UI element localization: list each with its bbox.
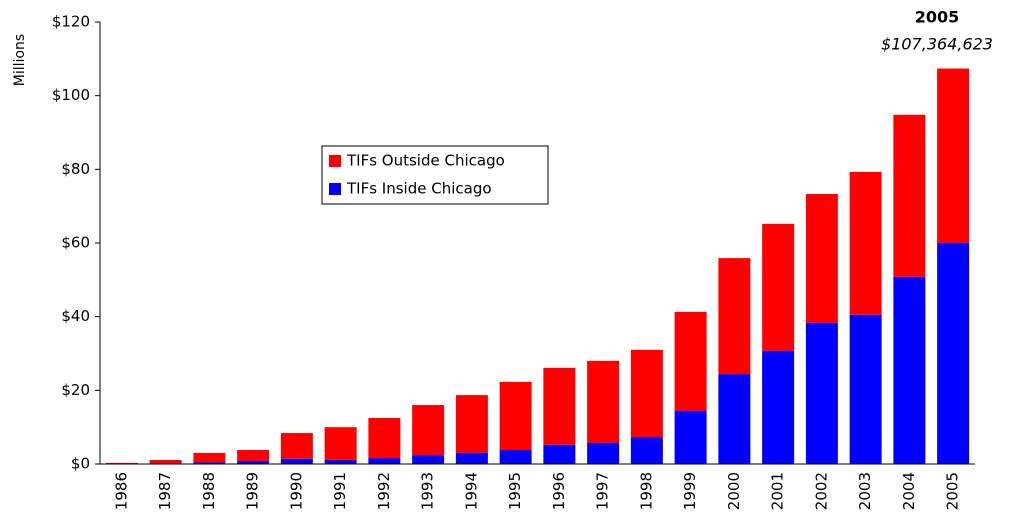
x-tick-label: 2005 — [944, 472, 962, 510]
y-tick-label: $40 — [61, 307, 90, 325]
y-tick-label: $60 — [61, 234, 90, 252]
x-tick-label: 1990 — [287, 472, 305, 510]
x-tick-label: 1991 — [331, 472, 349, 510]
x-tick-label: 1986 — [112, 472, 130, 510]
y-tick-label: $80 — [61, 160, 90, 178]
x-tick-label: 1996 — [550, 472, 568, 510]
bar-segment — [499, 381, 532, 451]
bar-segment — [280, 433, 313, 459]
legend-box — [321, 145, 549, 205]
bar-segment — [587, 360, 620, 444]
bar-segment — [412, 405, 445, 456]
bar-segment — [893, 276, 926, 464]
legend-swatch — [329, 183, 341, 195]
bar-segment — [630, 437, 663, 464]
y-tick-label: $120 — [52, 13, 90, 31]
bar-segment — [762, 350, 795, 464]
bar-segment — [674, 311, 707, 411]
legend-swatch — [329, 155, 341, 167]
x-tick-label: 2003 — [856, 472, 874, 510]
x-tick-label: 1999 — [681, 472, 699, 510]
x-tick-label: 1987 — [156, 472, 174, 510]
bar-segment — [893, 114, 926, 277]
x-tick-label: 1988 — [200, 472, 218, 510]
y-tick-label: $20 — [61, 381, 90, 399]
bar-segment — [412, 455, 445, 464]
bar-segment — [587, 443, 620, 464]
bar-segment — [324, 427, 357, 460]
legend-label: TIFs Outside Chicago — [346, 152, 505, 170]
x-tick-label: 1994 — [462, 472, 480, 510]
bar-segment — [280, 458, 313, 464]
bar-segment — [105, 462, 138, 464]
bar-segment — [149, 459, 182, 464]
bar-segment — [543, 367, 576, 445]
x-tick-label: 2001 — [769, 472, 787, 510]
bar-segment — [937, 68, 970, 243]
bar-segment — [193, 452, 226, 463]
bar-segment — [368, 458, 401, 464]
bar-segment — [718, 258, 751, 375]
bar-segment — [543, 444, 576, 464]
x-tick-label: 2004 — [900, 472, 918, 510]
bar-segment — [324, 459, 357, 464]
bar-segment — [762, 223, 795, 351]
bar-segment — [849, 171, 882, 315]
bar-segment — [455, 452, 488, 464]
y-axis-label: Millions — [12, 34, 28, 86]
legend-label: TIFs Inside Chicago — [346, 180, 492, 198]
x-tick-label: 1992 — [375, 472, 393, 510]
bar-segment — [630, 349, 663, 438]
x-tick-label: 1993 — [419, 472, 437, 510]
x-tick-label: 1989 — [244, 472, 262, 510]
y-tick-label: $100 — [52, 86, 90, 104]
bar-segment — [237, 461, 270, 464]
bar-segment — [718, 374, 751, 464]
bar-segment — [499, 450, 532, 464]
bar-segment — [937, 243, 970, 464]
bar-segment — [368, 417, 401, 459]
x-tick-label: 1998 — [637, 472, 655, 510]
x-tick-label: 2000 — [725, 472, 743, 510]
bar-segment — [237, 450, 270, 462]
annotation-title: 2005 — [915, 8, 960, 27]
bar-segment — [193, 462, 226, 464]
x-tick-label: 1995 — [506, 472, 524, 510]
bar-segment — [674, 410, 707, 464]
bar-segment — [849, 314, 882, 464]
bar-segment — [455, 395, 488, 453]
annotation-value: $107,364,623 — [881, 35, 993, 54]
x-tick-label: 1997 — [594, 472, 612, 510]
y-tick-label: $0 — [71, 455, 90, 473]
bar-segment — [805, 322, 838, 464]
x-tick-label: 2002 — [812, 472, 830, 510]
bar-segment — [805, 194, 838, 323]
